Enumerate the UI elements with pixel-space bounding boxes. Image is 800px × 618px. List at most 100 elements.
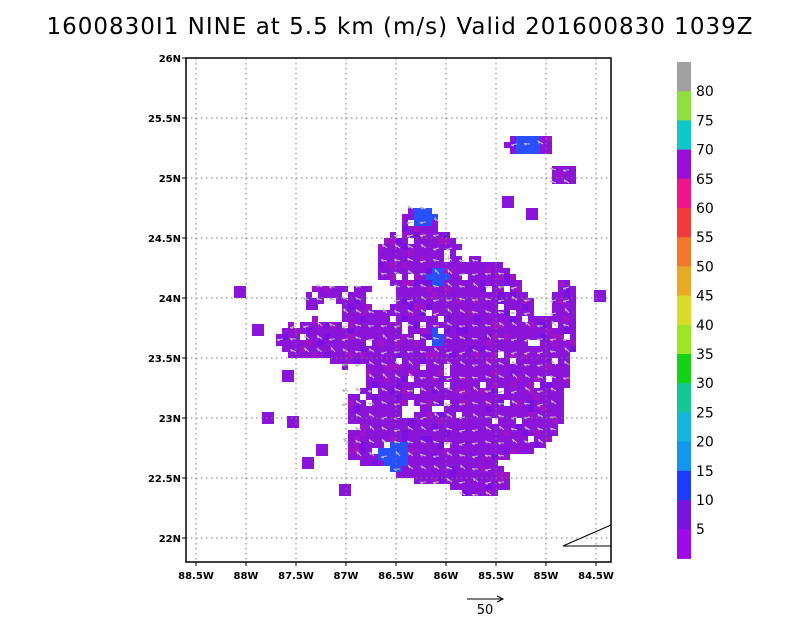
field-cell (462, 358, 468, 364)
field-cell (408, 310, 414, 316)
field-cell (438, 472, 444, 478)
field-cell (426, 298, 432, 304)
field-cell (396, 424, 402, 430)
field-cell (402, 424, 408, 430)
field-cell (426, 454, 432, 460)
field-cell (420, 430, 426, 436)
field-cell (480, 262, 486, 268)
field-cell (552, 406, 558, 412)
field-cell (390, 268, 396, 274)
field-cell (492, 376, 498, 382)
wind-arrow-head (497, 414, 501, 418)
field-cell (516, 436, 522, 442)
field-cell (384, 436, 390, 442)
field-cell (318, 346, 324, 352)
field-cell (402, 376, 408, 382)
field-cell (402, 454, 408, 460)
field-cell (402, 232, 408, 238)
field-cell (360, 406, 366, 412)
field-cell (510, 412, 516, 418)
field-cell (502, 196, 514, 208)
colorbar-segment (677, 383, 691, 413)
wind-arrow-head (355, 440, 358, 444)
wind-arrow-head (550, 387, 553, 391)
field-cell (480, 388, 486, 394)
field-cell (474, 412, 480, 418)
field-cell (348, 442, 354, 448)
field-cell (324, 334, 330, 340)
field-cell (438, 364, 444, 370)
field-cell (474, 418, 480, 424)
field-cell (450, 328, 456, 334)
field-cell (342, 298, 348, 304)
field-cell (366, 370, 372, 376)
field-cell (534, 430, 540, 436)
field-cell (522, 136, 528, 142)
field-cell (564, 304, 570, 310)
field-cell (312, 322, 318, 328)
field-cell (420, 316, 426, 322)
field-cell (450, 292, 456, 298)
field-cell (396, 436, 402, 442)
field-cell (456, 436, 462, 442)
field-cell (396, 472, 402, 478)
field-cell (558, 322, 564, 328)
wind-arrow-head (433, 361, 436, 365)
wind-arrow-head (393, 300, 398, 303)
field-cell (474, 292, 480, 298)
field-cell (492, 406, 498, 412)
wind-arrow-head (485, 310, 488, 314)
wind-arrow-head (380, 456, 385, 459)
field-cell (348, 352, 354, 358)
field-cell (414, 208, 420, 214)
colorbar-segment (677, 529, 691, 559)
field-cell (546, 322, 552, 328)
field-cell (432, 310, 438, 316)
field-cell (396, 298, 402, 304)
field-cell (480, 358, 486, 364)
field-cell (426, 304, 432, 310)
field-cell (366, 448, 372, 454)
field-cell (546, 148, 552, 154)
field-cell (498, 334, 504, 340)
field-cell (522, 430, 528, 436)
wind-arrow-head (446, 386, 450, 391)
field-cell (444, 280, 450, 286)
field-cell (372, 316, 378, 322)
field-cell (444, 346, 450, 352)
wind-arrow-head (459, 360, 463, 365)
wind-arrow-head (537, 405, 541, 407)
field-cell (498, 358, 504, 364)
field-cell (408, 382, 414, 388)
field-cell (516, 322, 522, 328)
field-cell (342, 310, 348, 316)
field-cell (372, 430, 378, 436)
wind-arrow-head (510, 312, 514, 315)
field-cell (534, 388, 540, 394)
wind-arrow-head (473, 386, 476, 390)
field-cell (480, 436, 486, 442)
field-cell (546, 388, 552, 394)
field-cell (492, 382, 498, 388)
field-cell (426, 466, 432, 472)
field-cell (444, 388, 450, 394)
field-cell (354, 352, 360, 358)
field-cell (468, 346, 474, 352)
field-cell (450, 454, 456, 460)
field-cell (504, 142, 510, 148)
field-cell (354, 292, 360, 298)
field-cell (486, 328, 492, 334)
field-cell (522, 304, 528, 310)
field-cell (558, 334, 564, 340)
field-cell (420, 358, 426, 364)
field-cell (462, 352, 468, 358)
field-cell (474, 430, 480, 436)
field-cell (336, 292, 342, 298)
colorbar-label: 10 (696, 493, 714, 509)
y-tick-label: 24N (159, 294, 181, 305)
field-cell (420, 256, 426, 262)
field-cell (432, 262, 438, 268)
field-cell (564, 286, 570, 292)
field-cell (420, 286, 426, 292)
field-cell (558, 352, 564, 358)
